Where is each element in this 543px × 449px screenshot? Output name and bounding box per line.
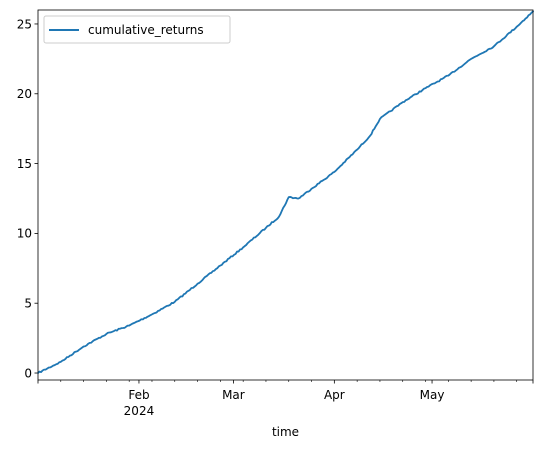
x-tick-label: May <box>420 388 445 402</box>
x-tick-label: Feb <box>128 388 149 402</box>
legend-label-cumulative-returns: cumulative_returns <box>88 23 204 37</box>
y-tick-label: 5 <box>24 297 32 311</box>
y-axis-ticks: 0 5 10 15 20 25 <box>17 17 38 380</box>
y-tick-label: 15 <box>17 157 32 171</box>
plot-frame <box>37 9 534 381</box>
legend-box <box>43 15 231 44</box>
plot-area <box>38 10 533 380</box>
y-tick-label: 20 <box>17 87 32 101</box>
y-tick-label: 0 <box>24 366 32 380</box>
legend: cumulative_returns <box>43 15 231 44</box>
x-axis-ticks: Feb 2024 Mar Apr May <box>37 380 534 418</box>
series-line-cumulative-returns <box>37 10 534 374</box>
x-tick-label: Mar <box>222 388 245 402</box>
y-tick-label: 25 <box>17 17 32 31</box>
x-tick-label: Apr <box>324 388 345 402</box>
x-tick-sublabel: 2024 <box>124 404 155 418</box>
x-axis-title: time <box>272 425 299 439</box>
y-tick-label: 10 <box>17 227 32 241</box>
plot-clip-group <box>37 10 534 374</box>
